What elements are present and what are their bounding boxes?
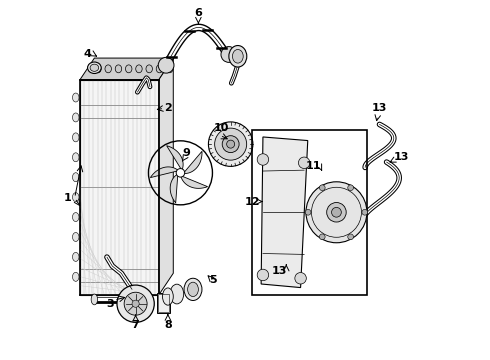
- Ellipse shape: [188, 282, 198, 297]
- Ellipse shape: [73, 212, 79, 221]
- Polygon shape: [180, 173, 208, 188]
- Ellipse shape: [232, 49, 243, 63]
- Bar: [252, 130, 367, 295]
- Text: 1: 1: [64, 193, 72, 203]
- Ellipse shape: [95, 65, 101, 73]
- Text: 6: 6: [195, 8, 202, 18]
- Ellipse shape: [73, 252, 79, 261]
- Circle shape: [176, 168, 185, 177]
- Circle shape: [117, 285, 154, 322]
- Text: 4: 4: [83, 49, 91, 59]
- Ellipse shape: [146, 65, 152, 73]
- Circle shape: [132, 300, 139, 307]
- Ellipse shape: [105, 65, 111, 73]
- Ellipse shape: [73, 273, 79, 281]
- Ellipse shape: [73, 233, 79, 242]
- Ellipse shape: [91, 294, 98, 305]
- Polygon shape: [80, 58, 173, 80]
- Circle shape: [305, 210, 311, 215]
- Ellipse shape: [170, 284, 184, 304]
- Ellipse shape: [136, 65, 142, 73]
- Circle shape: [306, 182, 367, 243]
- Circle shape: [362, 210, 368, 215]
- Circle shape: [298, 157, 310, 168]
- Circle shape: [348, 185, 353, 190]
- Text: 8: 8: [164, 320, 172, 330]
- Ellipse shape: [156, 65, 163, 73]
- Text: 12: 12: [245, 197, 260, 207]
- Polygon shape: [80, 80, 159, 295]
- Ellipse shape: [73, 133, 79, 142]
- Circle shape: [319, 234, 325, 240]
- Circle shape: [257, 269, 269, 281]
- Text: 10: 10: [214, 123, 229, 133]
- Text: 2: 2: [164, 103, 172, 113]
- Ellipse shape: [73, 113, 79, 122]
- Circle shape: [124, 292, 147, 315]
- Polygon shape: [150, 167, 180, 177]
- Polygon shape: [261, 137, 308, 288]
- Text: 3: 3: [107, 299, 114, 309]
- Bar: [158, 294, 169, 312]
- Ellipse shape: [163, 288, 173, 305]
- Polygon shape: [159, 58, 173, 295]
- Circle shape: [348, 234, 353, 240]
- Circle shape: [222, 136, 239, 153]
- Circle shape: [227, 140, 235, 148]
- Circle shape: [332, 207, 342, 217]
- Ellipse shape: [167, 65, 173, 73]
- Bar: [157, 293, 170, 313]
- Circle shape: [295, 273, 306, 284]
- Polygon shape: [167, 146, 183, 173]
- Circle shape: [319, 185, 325, 190]
- Text: 5: 5: [209, 275, 217, 285]
- Text: 13: 13: [372, 103, 387, 113]
- Text: 7: 7: [132, 320, 140, 330]
- Ellipse shape: [184, 278, 202, 301]
- Circle shape: [327, 203, 346, 222]
- Ellipse shape: [115, 65, 122, 73]
- Text: 13: 13: [271, 266, 287, 276]
- Text: 9: 9: [182, 148, 190, 158]
- Text: 11: 11: [305, 161, 321, 171]
- Ellipse shape: [73, 173, 79, 182]
- Ellipse shape: [229, 45, 247, 67]
- Ellipse shape: [73, 93, 79, 102]
- Circle shape: [221, 46, 237, 62]
- Circle shape: [208, 122, 253, 166]
- Ellipse shape: [125, 65, 132, 73]
- Ellipse shape: [88, 62, 101, 73]
- Circle shape: [158, 57, 174, 73]
- Ellipse shape: [145, 294, 151, 305]
- Ellipse shape: [73, 193, 79, 202]
- Ellipse shape: [73, 153, 79, 162]
- Polygon shape: [170, 173, 180, 203]
- Ellipse shape: [90, 64, 98, 71]
- Polygon shape: [180, 151, 202, 174]
- Text: 13: 13: [393, 152, 409, 162]
- Circle shape: [215, 128, 246, 160]
- Circle shape: [257, 154, 269, 165]
